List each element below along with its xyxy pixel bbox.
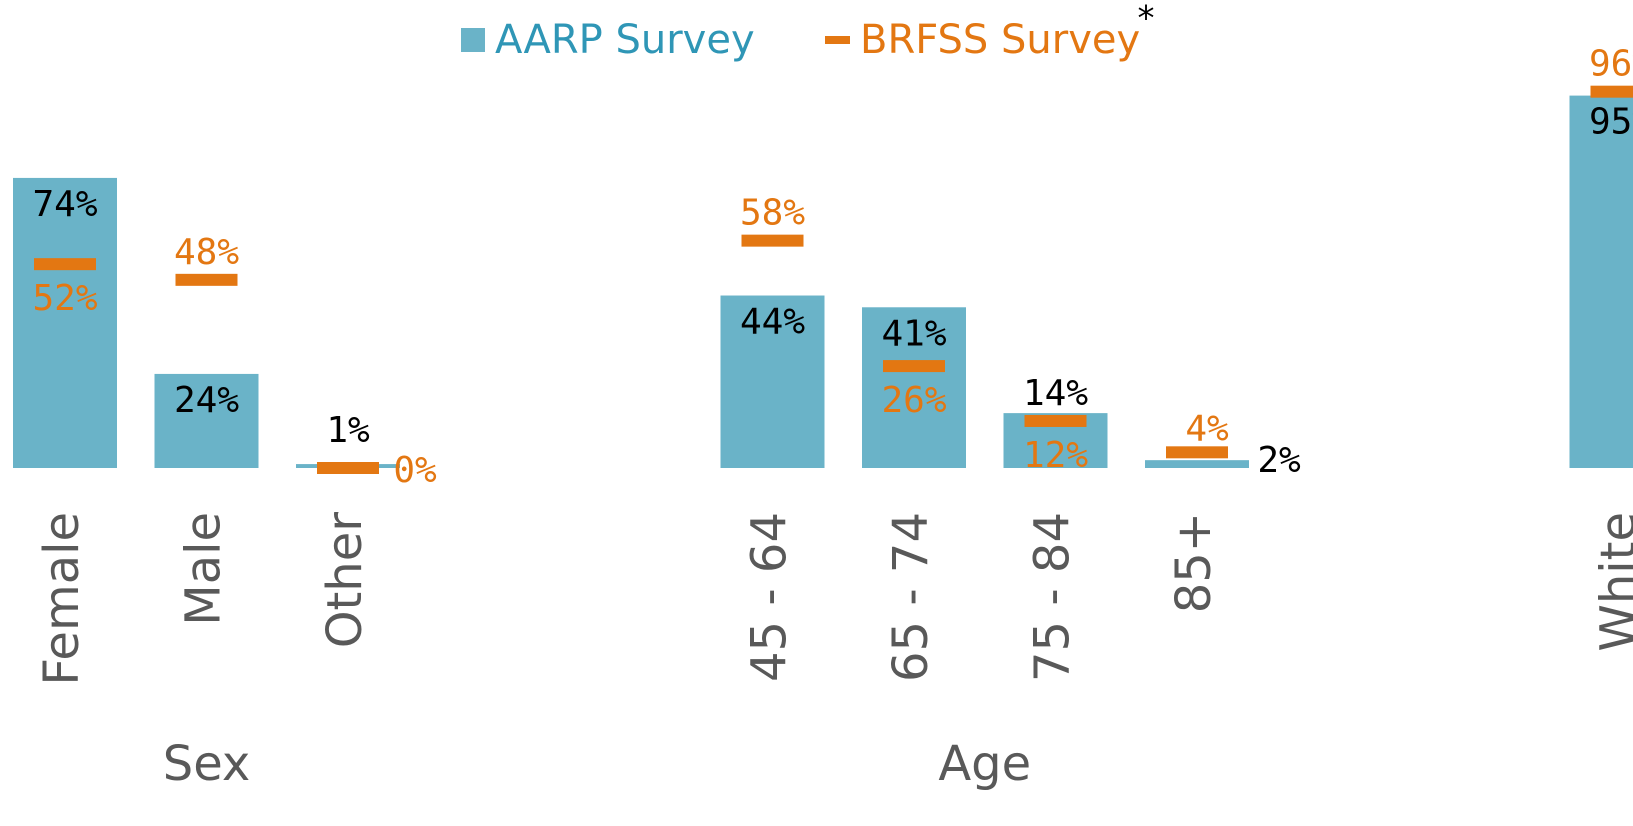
legend-label: BRFSS Survey	[860, 17, 1140, 63]
bar	[1569, 95, 1633, 468]
x-tick-label: 65 - 74	[883, 512, 939, 682]
bar	[154, 373, 259, 468]
value-label: 26%	[881, 380, 946, 421]
x-tick-label: White	[1591, 512, 1633, 652]
marker	[317, 462, 379, 474]
x-tick-label: Male	[176, 512, 232, 626]
value-label: 52%	[32, 278, 97, 319]
marker	[1024, 414, 1087, 427]
legend-note: *	[1138, 0, 1155, 39]
value-label: 2%	[1257, 440, 1301, 481]
value-label: 12%	[1023, 435, 1088, 476]
value-label: 0%	[393, 450, 437, 491]
value-label: 41%	[881, 313, 946, 354]
legend-swatch-aarp	[461, 28, 485, 52]
marker	[741, 234, 804, 247]
value-label: 24%	[174, 380, 239, 421]
value-label: 96%	[1589, 44, 1633, 85]
marker	[883, 360, 945, 373]
x-tick-label: 85+	[1166, 512, 1222, 613]
value-label: 14%	[1023, 373, 1088, 414]
value-label: 44%	[740, 302, 805, 343]
value-label: 1%	[326, 410, 370, 451]
value-label: 48%	[174, 232, 239, 273]
bar	[13, 177, 117, 469]
value-label: 58%	[740, 193, 805, 234]
x-tick-label: Other	[317, 512, 373, 649]
marker	[175, 273, 238, 286]
bar	[720, 295, 825, 468]
bar	[862, 307, 966, 468]
bar	[1145, 460, 1249, 468]
x-tick-label: 75 - 84	[1025, 512, 1081, 682]
x-tick-label: Female	[34, 512, 90, 686]
value-label: 74%	[32, 184, 97, 225]
marker	[34, 258, 96, 271]
legend-swatch-brfss	[825, 36, 850, 44]
marker	[1166, 446, 1228, 459]
value-label: 4%	[1185, 408, 1229, 449]
value-label: 95%	[1589, 102, 1633, 143]
x-tick-label: 45 - 64	[742, 512, 798, 682]
group-label: Age	[938, 736, 1031, 792]
marker	[1590, 85, 1633, 98]
legend-label: AARP Survey	[495, 17, 755, 63]
group-label: Sex	[163, 736, 251, 792]
